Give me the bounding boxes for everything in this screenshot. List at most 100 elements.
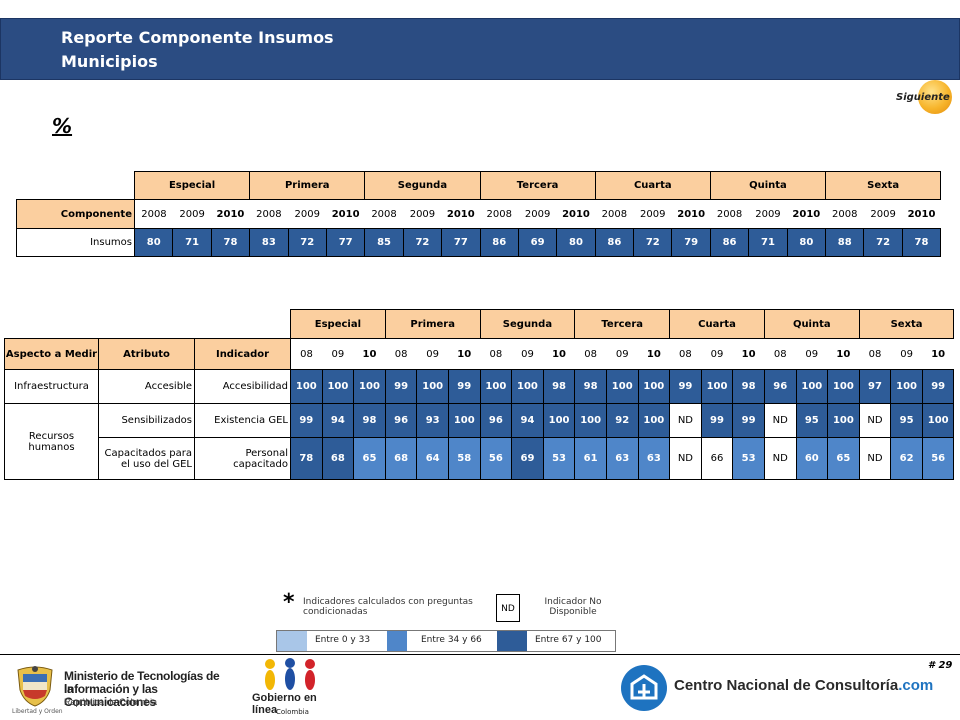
value-cell: 64 <box>416 437 449 480</box>
value-cell: ND <box>763 403 797 438</box>
coat-of-arms-icon <box>17 666 53 707</box>
category-header: Segunda <box>479 309 576 339</box>
value-cell: 93 <box>416 403 449 438</box>
nd-legend-text: Indicador No Disponible <box>544 597 602 617</box>
indicador-header: Indicador <box>194 338 291 370</box>
range-swatch-high <box>497 631 527 651</box>
year-header: 08 <box>480 338 512 370</box>
year-header-row: Aspecto a Medir Atributo Indicador 08 09 10 08… <box>4 338 954 370</box>
category-header: Quinta <box>763 309 860 339</box>
value-cell: 85 <box>364 228 404 257</box>
year-header: 08 <box>385 338 417 370</box>
year-header: 10 <box>448 338 481 370</box>
gobierno-en-linea-logo: Gobierno en línea Colombia <box>252 658 332 718</box>
year-header: 2009 <box>288 199 327 229</box>
category-header: Especial <box>133 171 251 200</box>
year-header: 2009 <box>633 199 672 229</box>
value-cell: ND <box>669 437 702 480</box>
year-header: 09 <box>322 338 354 370</box>
year-header: 09 <box>606 338 639 370</box>
value-cell: 99 <box>921 369 955 404</box>
year-header: 08 <box>764 338 796 370</box>
value-cell: 100 <box>479 369 513 404</box>
year-header: 2008 <box>134 199 173 229</box>
report-title: Reporte Componente Insumos <box>61 28 334 47</box>
value-cell: 61 <box>574 437 607 480</box>
year-header: 09 <box>701 338 733 370</box>
value-cell: 100 <box>795 369 829 404</box>
year-header: 10 <box>732 338 765 370</box>
value-cell: 80 <box>556 228 596 257</box>
year-header: 09 <box>796 338 828 370</box>
year-header: 08 <box>669 338 702 370</box>
cnc-emblem-icon <box>621 665 667 711</box>
year-header: 10 <box>543 338 575 370</box>
value-cell: 72 <box>863 228 903 257</box>
value-cell: 98 <box>353 403 386 438</box>
value-cell: 63 <box>637 437 671 480</box>
people-figures-icon <box>265 658 315 690</box>
value-cell: 77 <box>325 228 366 257</box>
year-header: 2008 <box>825 199 864 229</box>
category-header-row: Especial Primera Segunda Tercera Cuarta Quint… <box>17 171 942 200</box>
unit-symbol: % <box>52 114 73 138</box>
year-header: 2008 <box>595 199 634 229</box>
year-header: 08 <box>290 338 323 370</box>
year-header: 2010 <box>326 199 365 229</box>
range-label-low: Entre 0 y 33 <box>315 635 371 645</box>
value-cell: 99 <box>384 369 418 404</box>
aspecto-cell: Infraestructura <box>4 369 99 404</box>
value-cell: 100 <box>416 369 449 404</box>
value-cell: 92 <box>605 403 639 438</box>
category-header: Primera <box>384 309 481 339</box>
value-cell: 69 <box>511 437 544 480</box>
value-cell: 62 <box>890 437 923 480</box>
table-row: Infraestructura Accesible Accesibilidad 100… <box>4 369 955 404</box>
category-header: Segunda <box>364 171 481 200</box>
value-cell: 88 <box>825 228 865 257</box>
category-header: Tercera <box>479 171 596 200</box>
ministry-logo: Ministerio de Tecnologías de la Informac… <box>8 662 228 718</box>
indicador-cell: Personal capacitado <box>194 437 291 480</box>
year-header-row: Componente 2008 2009 2010 2008 2009 2010 2008 20… <box>16 199 941 229</box>
value-cell: 94 <box>321 403 355 438</box>
value-cell: 100 <box>827 369 860 404</box>
value-cell: 100 <box>605 369 639 404</box>
table-row: Recursos humanos Sensibilizados Existencia… <box>4 403 955 480</box>
category-header: Sexta <box>858 309 955 339</box>
value-cell: 71 <box>172 228 212 257</box>
value-cell: ND <box>763 437 797 480</box>
category-header: Primera <box>249 171 366 200</box>
nd-legend-box: ND <box>496 594 520 622</box>
value-cell: 100 <box>700 369 734 404</box>
value-cell: 66 <box>700 437 734 480</box>
value-cell: 100 <box>353 369 386 404</box>
category-header: Quinta <box>709 171 827 200</box>
empty-cell <box>17 172 135 200</box>
legend-note-text: Indicadores calculados con preguntas con… <box>303 597 473 617</box>
value-cell: 72 <box>402 228 443 257</box>
year-header: 2008 <box>364 199 404 229</box>
year-header: 10 <box>353 338 386 370</box>
value-cell: 86 <box>594 228 635 257</box>
value-cell: 99 <box>732 403 765 438</box>
value-cell: 100 <box>637 369 671 404</box>
value-cell: 56 <box>921 437 955 480</box>
year-header: 09 <box>511 338 544 370</box>
cnc-logo: Centro Nacional de Consultoría.com <box>616 662 933 716</box>
category-header: Sexta <box>825 171 942 200</box>
value-cell: 99 <box>290 403 323 438</box>
value-cell: 100 <box>890 369 923 404</box>
year-header: 10 <box>638 338 670 370</box>
value-cell: 60 <box>795 437 829 480</box>
category-header: Cuarta <box>594 171 711 200</box>
value-cell: 94 <box>511 403 544 438</box>
value-cell: 65 <box>827 437 860 480</box>
year-header: 2010 <box>787 199 826 229</box>
empty-cell <box>5 310 291 339</box>
value-cell: ND <box>858 403 892 438</box>
value-cell: ND <box>858 437 892 480</box>
next-button-label: Siguiente <box>896 92 950 103</box>
year-header: 10 <box>922 338 954 370</box>
next-button[interactable]: Siguiente <box>896 80 956 116</box>
